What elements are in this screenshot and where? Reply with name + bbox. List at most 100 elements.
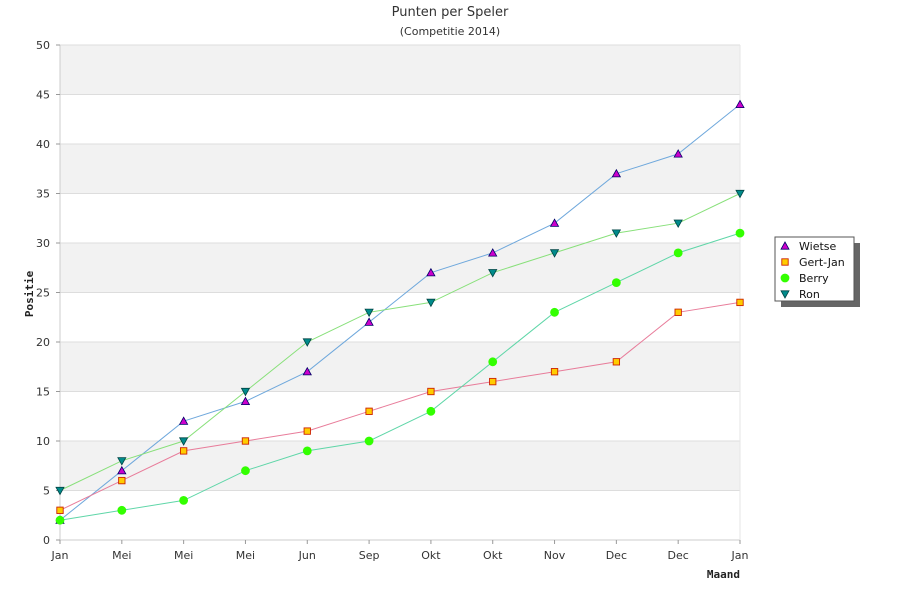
- grid-band: [60, 243, 740, 293]
- series-ron: [55, 189, 745, 496]
- y-tick-label: 25: [36, 287, 50, 300]
- data-point: [365, 407, 373, 415]
- series-wietse: [55, 99, 745, 524]
- data-point: [117, 505, 127, 515]
- legend-label: Berry: [799, 272, 829, 285]
- y-axis-ticks: 0 5 10 15 20 25 30 35 40 45 50: [36, 39, 60, 547]
- grid-band: [60, 45, 740, 95]
- data-point: [611, 229, 622, 238]
- data-point: [364, 436, 374, 446]
- data-point: [240, 396, 251, 406]
- grid-band: [60, 441, 740, 491]
- data-point: [735, 228, 745, 238]
- legend-marker: [780, 241, 790, 250]
- series-layer: [55, 99, 745, 525]
- data-point: [179, 447, 188, 455]
- legend-label: Gert-Jan: [799, 256, 845, 269]
- data-point: [302, 366, 312, 376]
- data-point: [364, 308, 374, 318]
- legend-box: [774, 236, 855, 302]
- data-point: [178, 437, 189, 446]
- chart-subtitle: (Competitie 2014): [400, 25, 500, 38]
- data-point: [674, 308, 682, 316]
- data-point: [240, 387, 251, 397]
- grid-band: [60, 144, 740, 194]
- legend-item: Ron: [780, 288, 820, 301]
- data-point: [735, 99, 745, 108]
- legend-marker: [780, 273, 790, 283]
- data-point: [550, 368, 559, 376]
- data-point: [488, 248, 498, 257]
- x-axis-title: Maand: [707, 568, 740, 581]
- data-point: [736, 298, 744, 307]
- series-line: [59, 104, 741, 521]
- data-point: [179, 495, 189, 505]
- data-point: [549, 249, 560, 258]
- y-tick-label: 50: [36, 39, 50, 52]
- legend-item: Wietse: [780, 240, 837, 253]
- x-tick-label: Jan: [731, 549, 749, 562]
- x-tick-label: Mei: [174, 549, 193, 562]
- data-point: [426, 298, 436, 308]
- data-point: [118, 476, 126, 485]
- data-point: [302, 446, 312, 456]
- data-point: [56, 506, 64, 514]
- x-tick-label: Jun: [298, 549, 316, 562]
- legend-label: Wietse: [799, 240, 837, 253]
- y-tick-label: 45: [36, 89, 50, 102]
- x-tick-label: Dec: [668, 549, 689, 562]
- y-tick-label: 15: [36, 386, 50, 399]
- x-tick-label: Mei: [112, 549, 131, 562]
- data-point: [241, 466, 250, 476]
- data-point: [488, 269, 498, 278]
- x-axis-ticks: Jan Mei Mei Mei Jun Sep Okt Okt Nov Dec Dec Jan: [51, 540, 749, 562]
- data-point: [426, 406, 436, 416]
- y-tick-label: 35: [36, 188, 50, 201]
- x-tick-label: Mei: [236, 549, 255, 562]
- data-point: [673, 149, 683, 158]
- series-gert-jan: [56, 298, 744, 514]
- series-line: [59, 301, 741, 511]
- data-point: [55, 515, 65, 525]
- x-tick-label: Sep: [359, 549, 380, 562]
- legend-label: Ron: [799, 288, 820, 301]
- y-axis-title: Positie: [23, 270, 36, 317]
- data-point: [303, 427, 311, 435]
- y-tick-label: 10: [36, 435, 50, 448]
- y-tick-label: 5: [43, 485, 50, 498]
- data-point: [611, 278, 621, 288]
- data-point: [426, 267, 436, 277]
- data-point: [55, 486, 65, 496]
- data-point: [549, 218, 560, 227]
- chart-title: Punten per Speler: [392, 5, 509, 20]
- gridlines: [59, 44, 741, 541]
- grid-band: [60, 342, 740, 392]
- data-point: [488, 357, 498, 367]
- y-tick-label: 40: [36, 138, 50, 151]
- data-point: [673, 219, 683, 229]
- x-tick-label: Dec: [606, 549, 627, 562]
- data-point: [673, 248, 683, 258]
- series-berry: [55, 228, 745, 525]
- data-point: [550, 307, 559, 317]
- data-point: [364, 317, 374, 326]
- data-point: [611, 168, 622, 178]
- x-tick-label: Jan: [51, 549, 69, 562]
- y-tick-label: 0: [43, 534, 50, 547]
- data-point: [241, 437, 250, 445]
- legend-marker: [781, 258, 789, 266]
- series-line: [59, 193, 741, 491]
- data-point: [178, 416, 189, 425]
- legend: Wietse Gert-Jan Berry Ron: [774, 236, 860, 307]
- legend-item: Gert-Jan: [781, 256, 845, 269]
- x-tick-label: Okt: [483, 549, 503, 562]
- legend-marker: [780, 290, 790, 299]
- data-point: [117, 457, 127, 466]
- data-point: [612, 358, 621, 366]
- x-tick-label: Okt: [421, 549, 441, 562]
- data-point: [427, 387, 435, 396]
- data-point: [302, 338, 312, 347]
- series-line: [59, 232, 741, 521]
- legend-item: Berry: [780, 272, 829, 285]
